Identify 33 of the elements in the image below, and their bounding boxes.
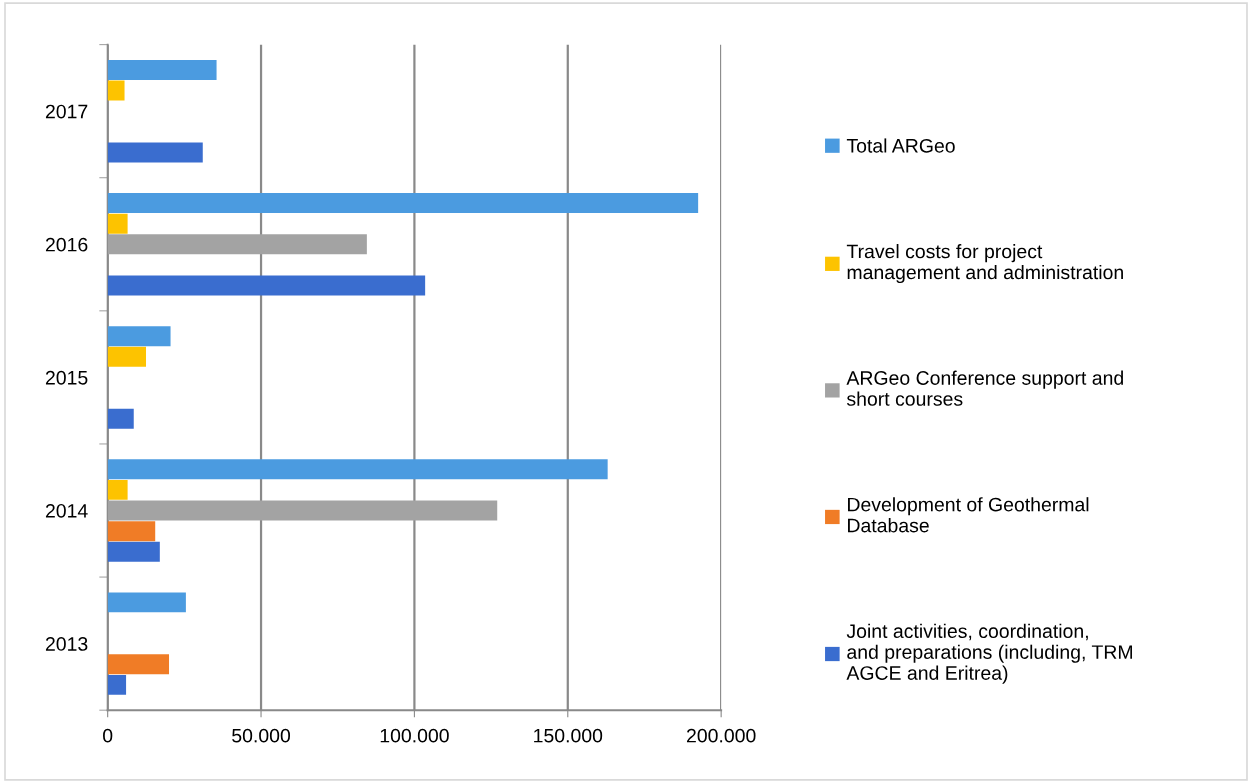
- legend-label: Development of Geothermal Database: [848, 497, 1089, 533]
- bar: [107, 459, 608, 480]
- bar: [107, 541, 160, 562]
- bar: [107, 346, 147, 367]
- legend-label: Travel costs for project management and administration: [846, 244, 1123, 284]
- bar: [107, 654, 170, 675]
- bar: [107, 674, 127, 695]
- legend-label: Joint activities, coordination, and preparations (including, TRM AGCE and Eritrea): [846, 623, 1132, 684]
- bar: [107, 142, 203, 163]
- bar: [107, 275, 426, 296]
- x-tick-label: 50.000: [232, 728, 291, 743]
- y-tick-label: 2016: [45, 237, 88, 252]
- x-tick-label: 0: [103, 728, 113, 743]
- y-tick-label: 2013: [45, 637, 88, 651]
- bar: [107, 80, 125, 101]
- y-tick-label: 2014: [45, 503, 88, 518]
- bar: [107, 193, 699, 214]
- bar: [107, 521, 156, 542]
- bar: [107, 59, 217, 80]
- bar: [107, 234, 367, 255]
- bar: [107, 479, 128, 500]
- bar: [107, 408, 134, 429]
- bar: [107, 592, 186, 613]
- x-tick-label: 100.000: [380, 728, 449, 743]
- bar: [107, 500, 498, 521]
- legend-label: Total ARGeo: [846, 138, 955, 153]
- y-tick-label: 2017: [45, 104, 88, 119]
- x-tick-label: 150.000: [534, 728, 603, 743]
- bar: [107, 213, 128, 234]
- x-tick-label: 200.000: [686, 728, 756, 743]
- bar: [107, 326, 171, 347]
- y-tick-label: 2015: [45, 370, 88, 385]
- legend-label: ARGeo Conference support and short courses: [846, 370, 1123, 406]
